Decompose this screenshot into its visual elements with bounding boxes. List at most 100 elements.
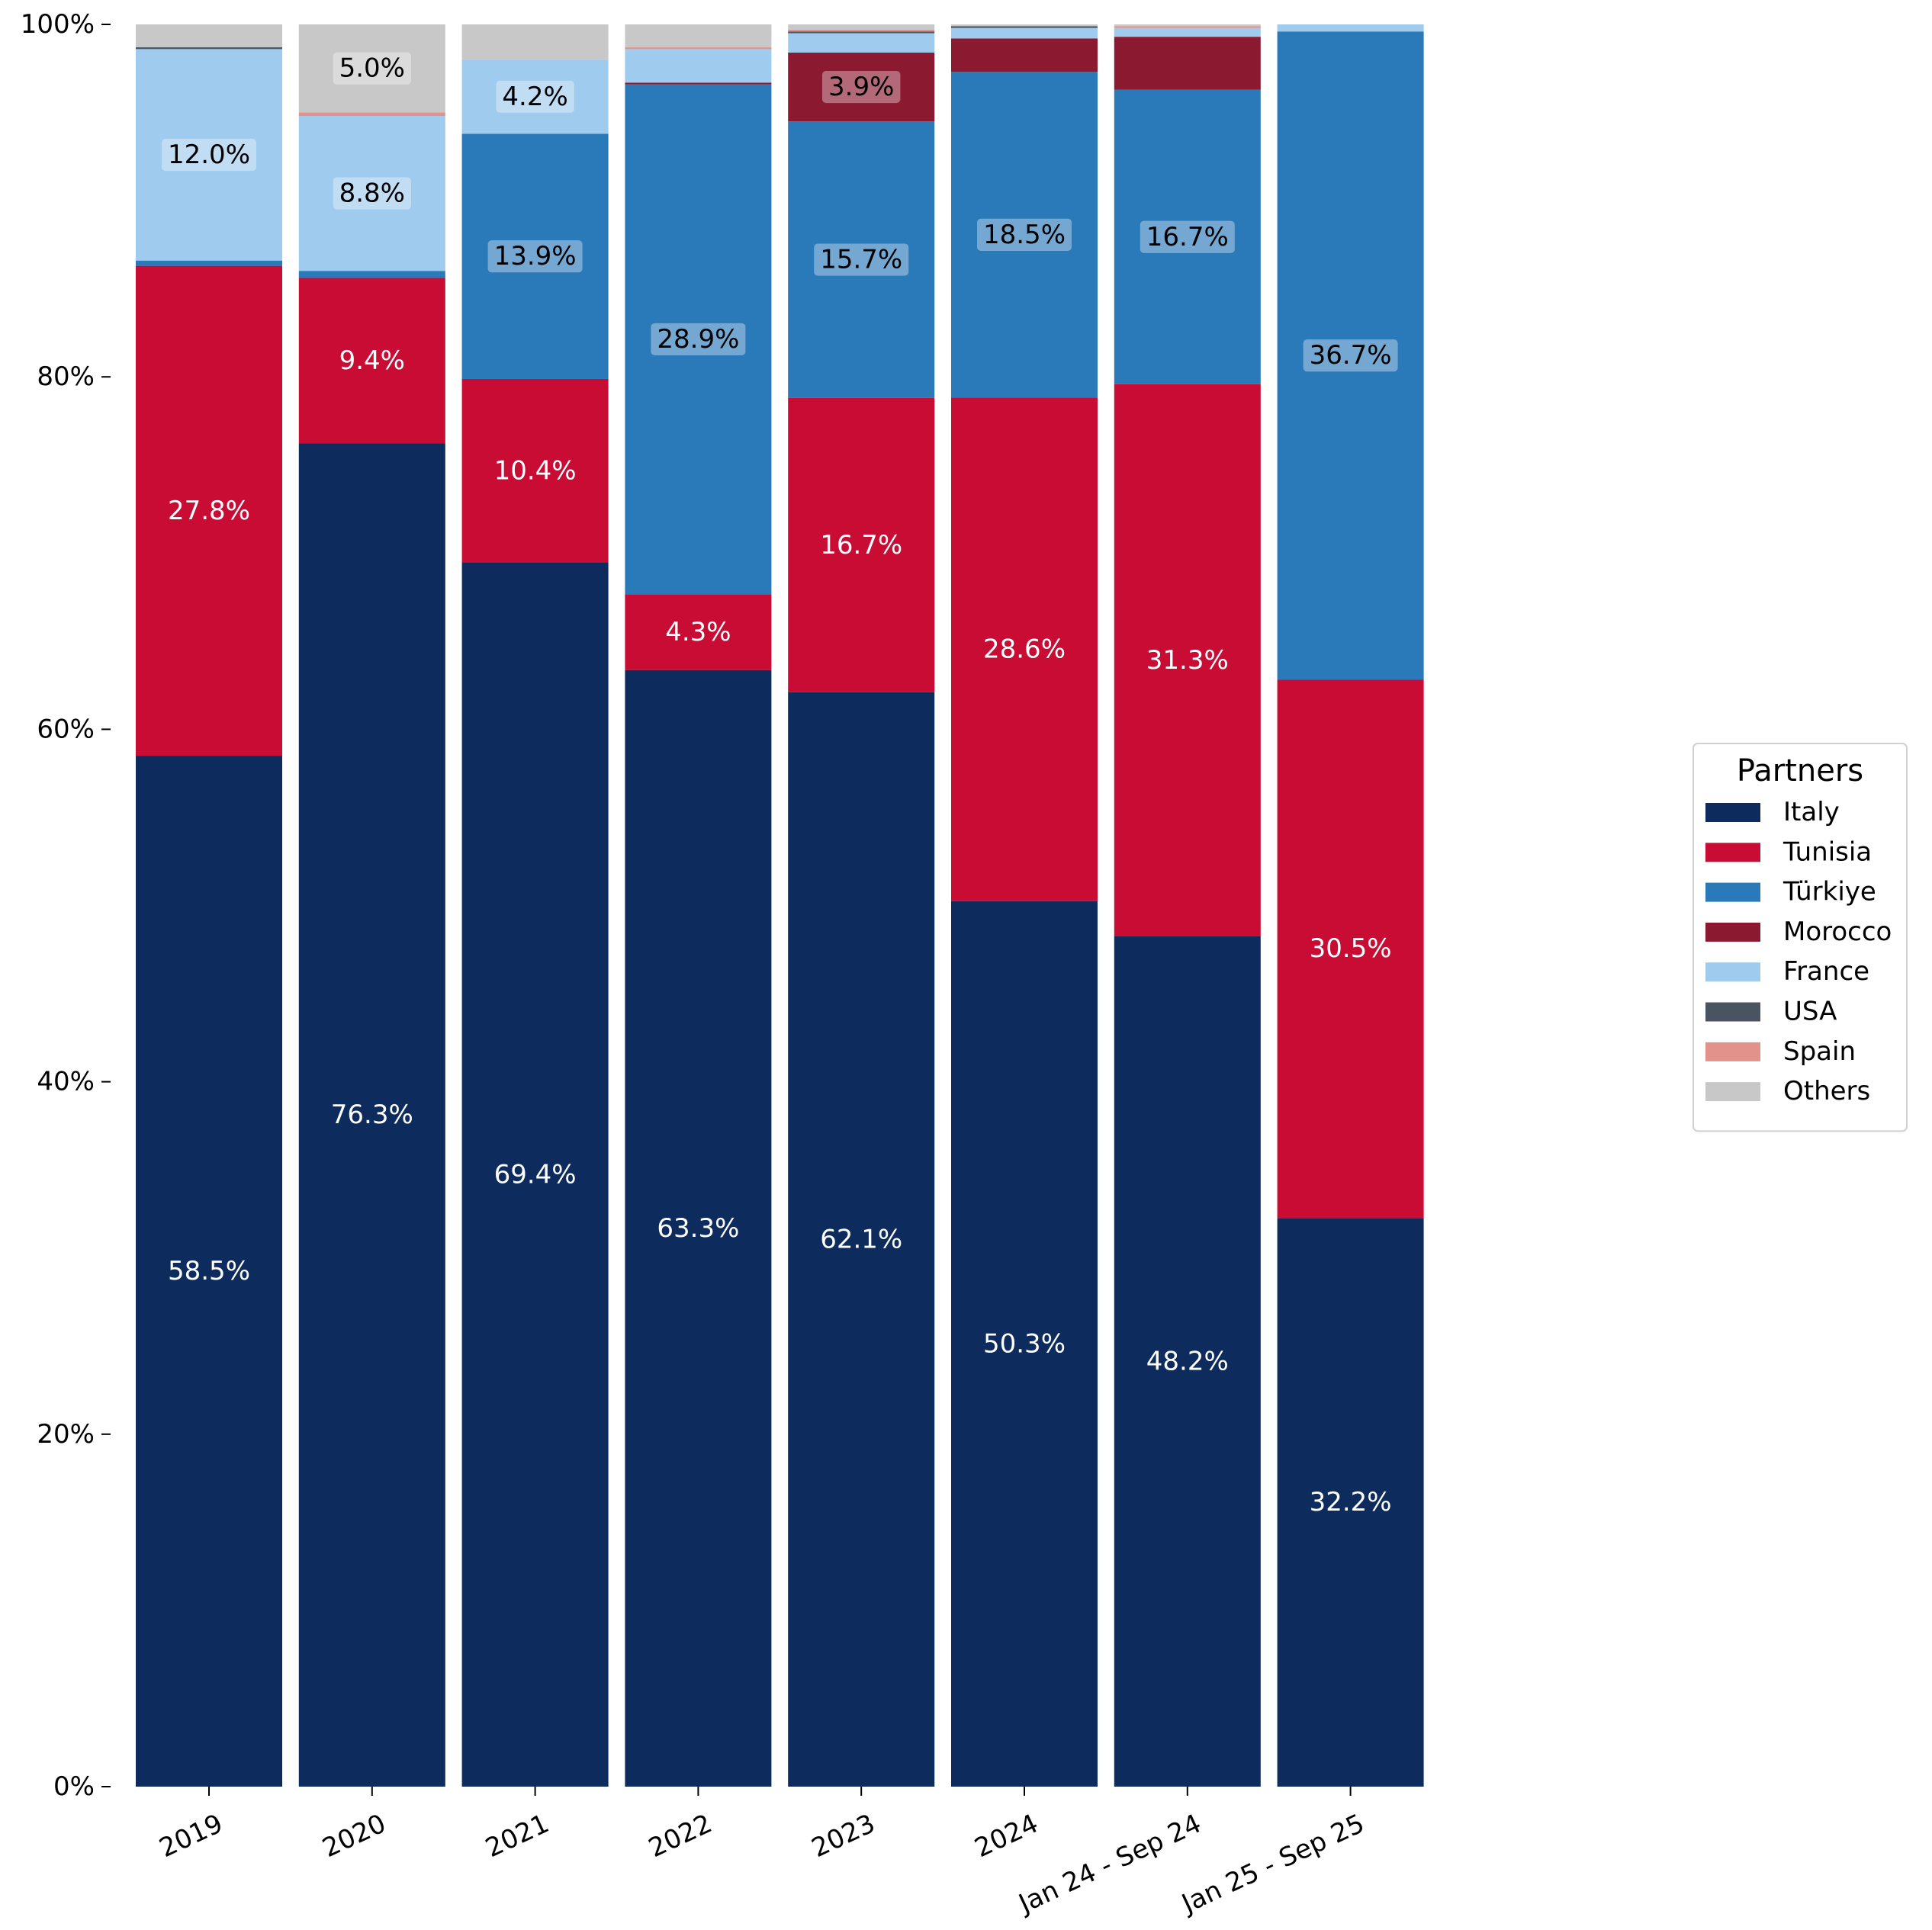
data-label-text: 10.4%: [494, 455, 577, 486]
bar-spain-2022: [625, 47, 772, 50]
bar-t-rkiye-2023: [788, 121, 935, 398]
data-label-italy-jan-25-sep-25: 32.2%: [1310, 1487, 1392, 1517]
legend-frame: [1693, 743, 1908, 1132]
legend-item-usa: USA: [1705, 997, 1837, 1027]
legend-item-italy: Italy: [1705, 797, 1840, 827]
legend-item-spain: Spain: [1705, 1036, 1856, 1067]
data-label-text: 32.2%: [1310, 1487, 1392, 1517]
x-tick-label: 2024: [970, 1808, 1043, 1864]
data-label-text: 8.8%: [339, 178, 405, 209]
data-label-text: 36.7%: [1310, 340, 1392, 371]
data-label-italy-2020: 76.3%: [331, 1100, 413, 1130]
data-label-text: 27.8%: [168, 496, 250, 526]
data-label-italy-2022: 63.3%: [657, 1213, 739, 1244]
legend-item-t-rkiye: Türkiye: [1705, 877, 1876, 907]
bar-others-2022: [625, 24, 772, 48]
legend-swatch: [1705, 1082, 1760, 1102]
data-label-italy-2024: 50.3%: [983, 1328, 1066, 1359]
data-label-text: 58.5%: [168, 1256, 250, 1286]
y-tick-label: 60%: [37, 714, 95, 744]
bar-usa-2019: [136, 47, 282, 50]
legend-swatch: [1705, 843, 1760, 862]
legend-swatch: [1705, 882, 1760, 902]
legend-label: Tunisia: [1783, 837, 1872, 867]
bar-others-2024: [951, 24, 1098, 27]
bar-tunisia-2023: [788, 397, 935, 692]
x-tick-label: 2019: [155, 1808, 227, 1864]
data-label-text: 28.6%: [983, 634, 1066, 665]
data-label-text: 76.3%: [331, 1100, 413, 1130]
data-label-italy-2021: 69.4%: [494, 1159, 577, 1190]
data-label-tunisia-jan-25-sep-25: 30.5%: [1310, 933, 1392, 964]
data-label-text: 5.0%: [339, 53, 405, 84]
bar-others-2021: [461, 24, 609, 60]
legend-swatch: [1705, 922, 1760, 942]
bar-tunisia-2020: [298, 278, 445, 444]
data-label-t-rkiye-2024: 18.5%: [976, 218, 1072, 251]
data-label-t-rkiye-2022: 28.9%: [651, 323, 746, 356]
data-label-italy-2019: 58.5%: [168, 1256, 250, 1286]
y-axis: 0% 20% 40% 60% 80% 100%: [21, 9, 111, 1802]
legend: Partners Italy Tunisia Türkiye Morocco France…: [1693, 743, 1908, 1132]
legend-swatch: [1705, 1042, 1760, 1061]
legend-item-morocco: Morocco: [1705, 917, 1892, 947]
bar-italy-2021: [461, 562, 609, 1787]
legend-label: Morocco: [1783, 917, 1892, 947]
bar-usa-2024: [951, 26, 1098, 28]
x-tick-label: Jan 25 - Sep 25: [1176, 1808, 1369, 1919]
bar-t-rkiye-2024: [951, 72, 1098, 398]
data-label-text: 50.3%: [983, 1328, 1066, 1359]
data-label-tunisia-jan-24-sep-24: 31.3%: [1146, 645, 1229, 676]
data-label-t-rkiye-2021: 13.9%: [487, 240, 583, 273]
legend-label: Others: [1783, 1076, 1870, 1106]
bar-tunisia-jan-24-sep-24: [1114, 384, 1261, 936]
data-label-text: 30.5%: [1310, 933, 1392, 964]
bar-others-jan-24-sep-24: [1114, 24, 1261, 27]
bar-tunisia-2019: [136, 265, 282, 756]
data-label-tunisia-2021: 10.4%: [494, 455, 577, 486]
bar-italy-2019: [136, 756, 282, 1787]
bar-spain-2020: [298, 112, 445, 117]
data-label-text: 3.9%: [828, 72, 894, 102]
bar-italy-2024: [951, 901, 1098, 1787]
data-label-italy-jan-24-sep-24: 48.2%: [1146, 1346, 1229, 1376]
y-tick-label: 80%: [37, 361, 95, 392]
bar-t-rkiye-2020: [298, 271, 445, 278]
x-tick-label: 2022: [644, 1808, 716, 1864]
bar-others-2023: [788, 24, 935, 30]
data-label-text: 16.7%: [1146, 222, 1229, 252]
x-tick-label: 2020: [318, 1808, 391, 1864]
bar-spain-2023: [788, 29, 935, 32]
bar-spain-jan-24-sep-24: [1114, 26, 1261, 28]
bar-italy-2020: [298, 443, 445, 1787]
x-tick-label: Jan 24 - Sep 24: [1013, 1808, 1206, 1919]
data-label-text: 12.0%: [168, 140, 250, 170]
bar-morocco-2022: [625, 82, 772, 85]
data-label-morocco-2023: 3.9%: [822, 70, 901, 104]
bar-italy-jan-25-sep-25: [1277, 1218, 1424, 1787]
y-tick-label: 20%: [37, 1419, 95, 1450]
data-label-t-rkiye-2023: 15.7%: [814, 243, 909, 276]
legend-label: Spain: [1783, 1036, 1856, 1067]
bar-france-2021: [461, 59, 609, 134]
bar-tunisia-2022: [625, 594, 772, 670]
y-tick-label: 100%: [21, 9, 95, 40]
legend-swatch: [1705, 803, 1760, 822]
legend-label: USA: [1783, 997, 1837, 1027]
bar-morocco-2024: [951, 38, 1098, 72]
bar-france-2022: [625, 49, 772, 83]
data-label-text: 48.2%: [1146, 1346, 1229, 1376]
bar-france-2020: [298, 116, 445, 271]
bar-t-rkiye-2022: [625, 84, 772, 595]
x-tick-label: 2023: [807, 1808, 879, 1864]
bar-t-rkiye-jan-24-sep-24: [1114, 89, 1261, 384]
legend-swatch: [1705, 962, 1760, 982]
legend-label: Türkiye: [1783, 877, 1876, 907]
data-label-text: 31.3%: [1146, 645, 1229, 676]
legend-label: France: [1783, 956, 1869, 987]
bars-layer: [136, 24, 1424, 1787]
bar-morocco-jan-24-sep-24: [1114, 37, 1261, 90]
bar-france-jan-24-sep-24: [1114, 27, 1261, 37]
x-tick-label: 2021: [481, 1808, 554, 1864]
